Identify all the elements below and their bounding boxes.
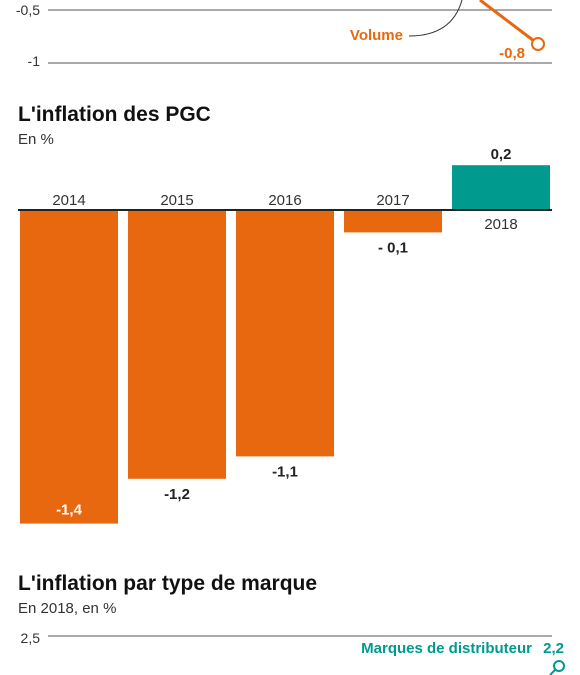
- bar-group: 2014 -1,4 2015 -1,2 2016 -1,1 2017 - 0,1 2018 0,2: [20, 146, 550, 524]
- value-label: - 0,1: [378, 239, 408, 256]
- volume-series-label: Volume: [350, 27, 403, 44]
- category-label: 2015: [160, 192, 193, 209]
- bar-2015: [128, 210, 226, 479]
- bar-2018: [452, 165, 550, 210]
- category-label: 2018: [484, 216, 517, 233]
- y-tick-label: 2,5: [21, 630, 41, 646]
- value-label: -1,4: [56, 502, 83, 519]
- chart-subtitle: En %: [18, 131, 54, 148]
- bar-2017: [344, 210, 442, 233]
- volume-value-label: -0,8: [499, 45, 525, 62]
- category-label: 2017: [376, 192, 409, 209]
- chart-title: L'inflation des PGC: [18, 103, 211, 126]
- y-tick-label: -1: [28, 53, 41, 69]
- series-line-stub: [549, 669, 556, 675]
- chart-subtitle: En 2018, en %: [18, 600, 116, 617]
- volume-series-line: [479, 0, 539, 46]
- volume-end-point: [531, 37, 545, 51]
- bar-2016: [236, 210, 334, 457]
- bar-2014: [20, 210, 118, 524]
- category-label: 2016: [268, 192, 301, 209]
- series-end-point: [553, 660, 565, 672]
- series-value-label: 2,2: [543, 640, 564, 657]
- category-label: 2014: [52, 192, 85, 209]
- series-label: Marques de distributeur: [361, 640, 532, 657]
- volume-leader-line: [408, 0, 463, 37]
- value-label: 0,2: [491, 146, 512, 163]
- chart-title: L'inflation par type de marque: [18, 572, 317, 595]
- y-tick-label: -0,5: [16, 2, 40, 18]
- value-label: -1,2: [164, 486, 190, 503]
- volume-chart-fragment: -0,5 -1 Volume -0,8: [16, 0, 552, 69]
- value-label: -1,1: [272, 463, 298, 480]
